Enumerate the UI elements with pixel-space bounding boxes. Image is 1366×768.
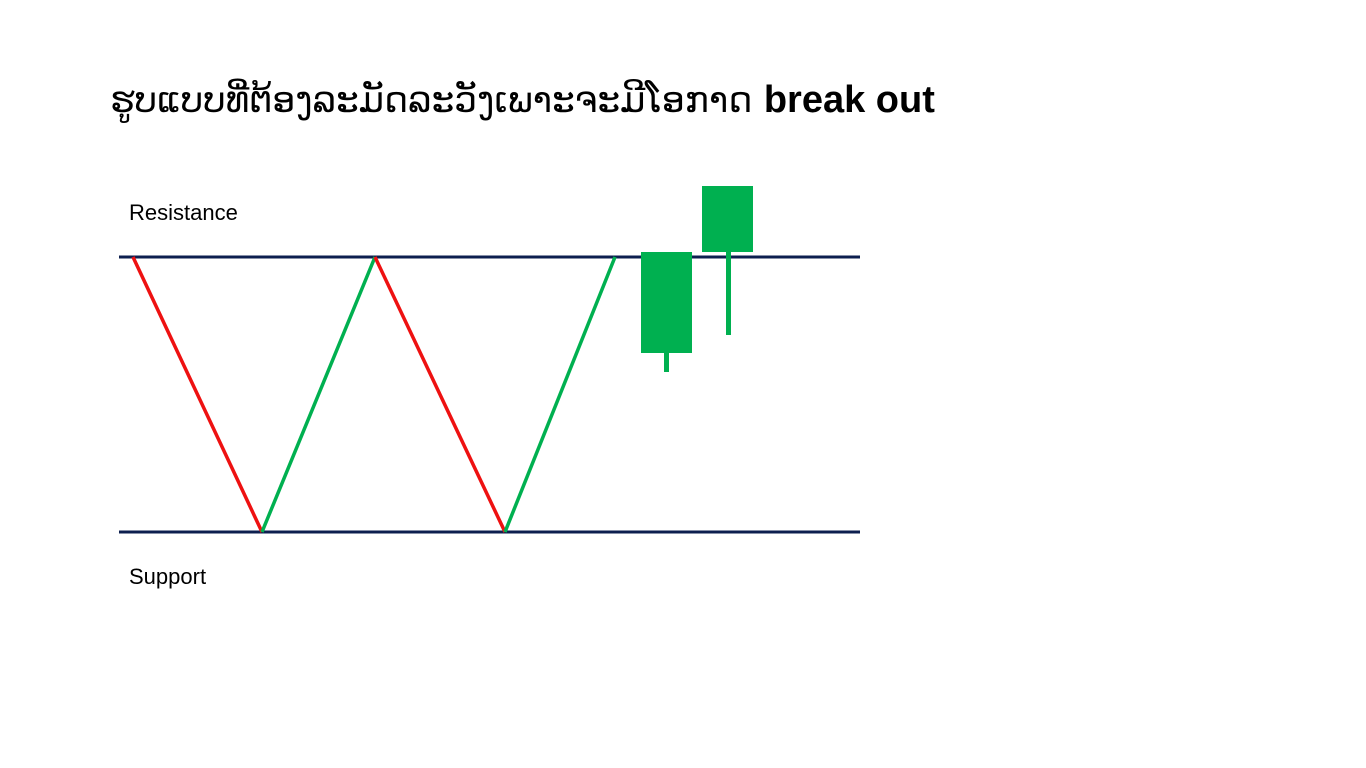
up-leg-2 (503, 256, 617, 533)
up-leg-1 (260, 256, 377, 533)
title-emphasis-text: break out (763, 79, 935, 121)
candle-2-body (702, 186, 753, 252)
down-leg-1 (131, 256, 264, 533)
title-main-text: ຮູບແບບທີ່ຕ້ອງລະມັດລະວັງເພາະຈະມີໂອກາດ (110, 80, 764, 121)
candle-1-wick (664, 353, 669, 372)
candle-2-wick (726, 252, 731, 335)
down-leg-2 (373, 256, 507, 533)
support-label: Support (129, 564, 207, 589)
resistance-label: Resistance (129, 200, 238, 225)
slide-title: ຮູບແບບທີ່ຕ້ອງລະມັດລະວັງເພາະຈະມີໂອກາດ bre… (110, 78, 935, 124)
candle-1-body (641, 252, 692, 353)
